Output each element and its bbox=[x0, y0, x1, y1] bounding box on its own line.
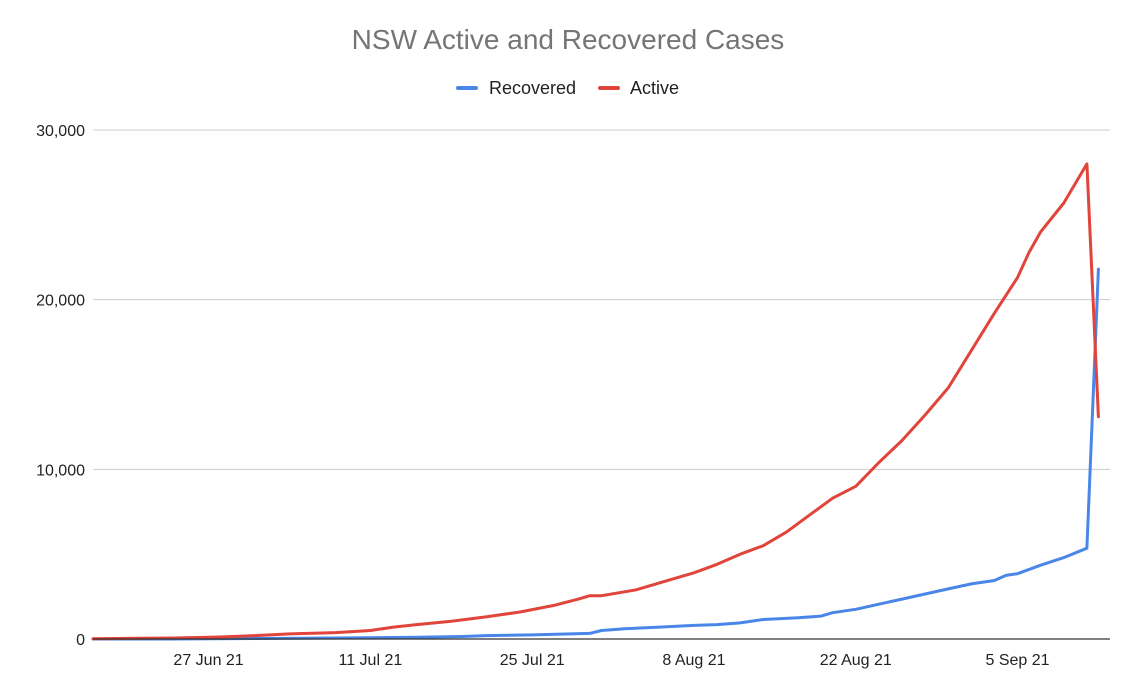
legend-item-recovered[interactable]: Recovered bbox=[456, 78, 576, 98]
legend-label-active: Active bbox=[630, 78, 679, 98]
gridlines bbox=[93, 129, 1110, 470]
series-line-active[interactable] bbox=[91, 162, 1100, 641]
legend: Recovered Active bbox=[456, 78, 679, 98]
x-tick-label: 11 Jul 21 bbox=[338, 652, 402, 669]
series-line-recovered[interactable] bbox=[91, 267, 1100, 641]
x-tick-label: 27 Jun 21 bbox=[173, 652, 243, 669]
x-tick-label: 8 Aug 21 bbox=[662, 652, 725, 669]
series-lines bbox=[91, 162, 1100, 641]
x-axis-ticks: 27 Jun 21 11 Jul 21 25 Jul 21 8 Aug 21 22 Au… bbox=[173, 652, 1049, 669]
y-tick-label: 30,000 bbox=[36, 123, 85, 140]
legend-item-active[interactable]: Active bbox=[598, 78, 679, 98]
x-tick-label: 22 Aug 21 bbox=[820, 652, 892, 669]
y-tick-label: 10,000 bbox=[36, 462, 85, 479]
y-axis-ticks: 0 10,000 20,000 30,000 bbox=[36, 123, 85, 649]
y-tick-label: 0 bbox=[76, 632, 85, 649]
y-tick-label: 20,000 bbox=[36, 293, 85, 310]
legend-label-recovered: Recovered bbox=[489, 78, 576, 98]
x-tick-label: 5 Sep 21 bbox=[986, 652, 1050, 669]
x-tick-label: 25 Jul 21 bbox=[500, 652, 565, 669]
chart-title: NSW Active and Recovered Cases bbox=[352, 24, 785, 55]
